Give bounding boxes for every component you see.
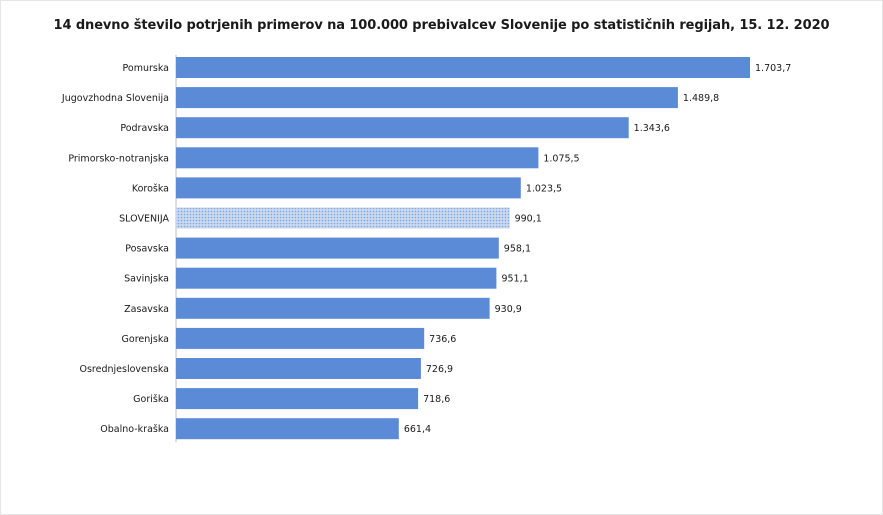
value-label: 736,6 <box>429 334 456 345</box>
value-label: 726,9 <box>426 364 453 375</box>
bar-goriška <box>176 388 419 410</box>
bar-pomurska <box>176 57 750 78</box>
category-label: Podravska <box>120 123 169 134</box>
category-label: Primorsko-notranjska <box>68 153 169 164</box>
chart-title: 14 dnevno število potrjenih primerov na … <box>53 18 830 33</box>
bar-obalno-kraška <box>176 418 399 440</box>
value-label: 951,1 <box>501 274 528 285</box>
category-label: Jugovzhodna Slovenija <box>61 93 169 104</box>
value-label: 1.075,5 <box>543 153 579 164</box>
bar-podravska <box>176 117 629 139</box>
bar-savinjska <box>176 267 497 289</box>
bar-primorsko-notranjska <box>176 147 539 169</box>
value-label: 1.343,6 <box>634 123 670 134</box>
category-label: SLOVENIJA <box>119 214 169 225</box>
category-label: Gorenjska <box>122 334 169 345</box>
bar-osrednjeslovenska <box>176 358 421 379</box>
bar-zasavska <box>176 297 490 319</box>
category-label: Goriška <box>133 394 169 405</box>
category-label: Zasavska <box>124 304 169 315</box>
value-label: 930,9 <box>495 304 522 315</box>
category-label: Savinjska <box>124 274 169 285</box>
category-label: Obalno-kraška <box>100 424 169 435</box>
bar-slovenija <box>176 207 510 229</box>
bar-jugovzhodna-slovenija <box>176 87 678 109</box>
value-label: 958,1 <box>504 244 531 255</box>
value-label: 661,4 <box>404 424 431 435</box>
value-label: 1.703,7 <box>755 63 791 74</box>
value-label: 990,1 <box>515 214 542 225</box>
value-label: 1.023,5 <box>526 183 562 194</box>
bar-koroška <box>176 177 521 199</box>
bar-posavska <box>176 237 499 259</box>
category-label: Osrednjeslovenska <box>80 364 170 375</box>
bar-gorenjska <box>176 327 425 349</box>
category-label: Posavska <box>125 244 169 255</box>
value-label: 718,6 <box>423 394 450 405</box>
value-label: 1.489,8 <box>683 93 719 104</box>
category-label: Pomurska <box>123 63 170 74</box>
category-label: Koroška <box>132 183 169 194</box>
